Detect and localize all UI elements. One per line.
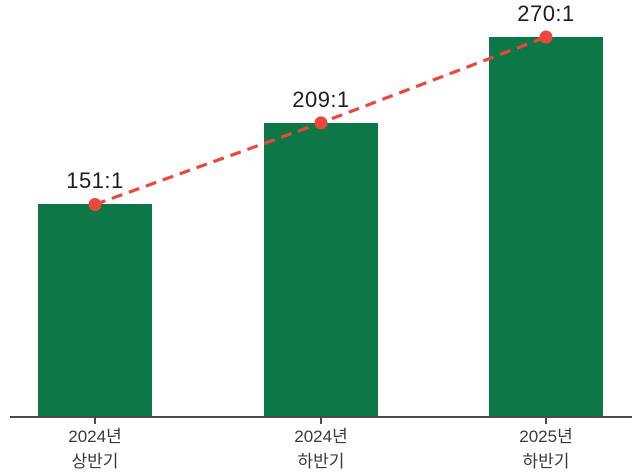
x-axis-tick — [545, 418, 547, 424]
x-axis-line — [10, 416, 632, 418]
x-category-label: 2024년 상반기 — [68, 427, 122, 471]
value-label: 270:1 — [517, 1, 575, 26]
x-axis-tick — [94, 418, 96, 424]
x-category-label: 2025년 하반기 — [519, 427, 573, 471]
bar — [38, 204, 152, 417]
value-label: 209:1 — [292, 86, 350, 112]
x-category-label: 2024년 하반기 — [294, 427, 348, 471]
x-axis-tick — [320, 418, 322, 424]
value-label: 151:1 — [66, 168, 124, 194]
